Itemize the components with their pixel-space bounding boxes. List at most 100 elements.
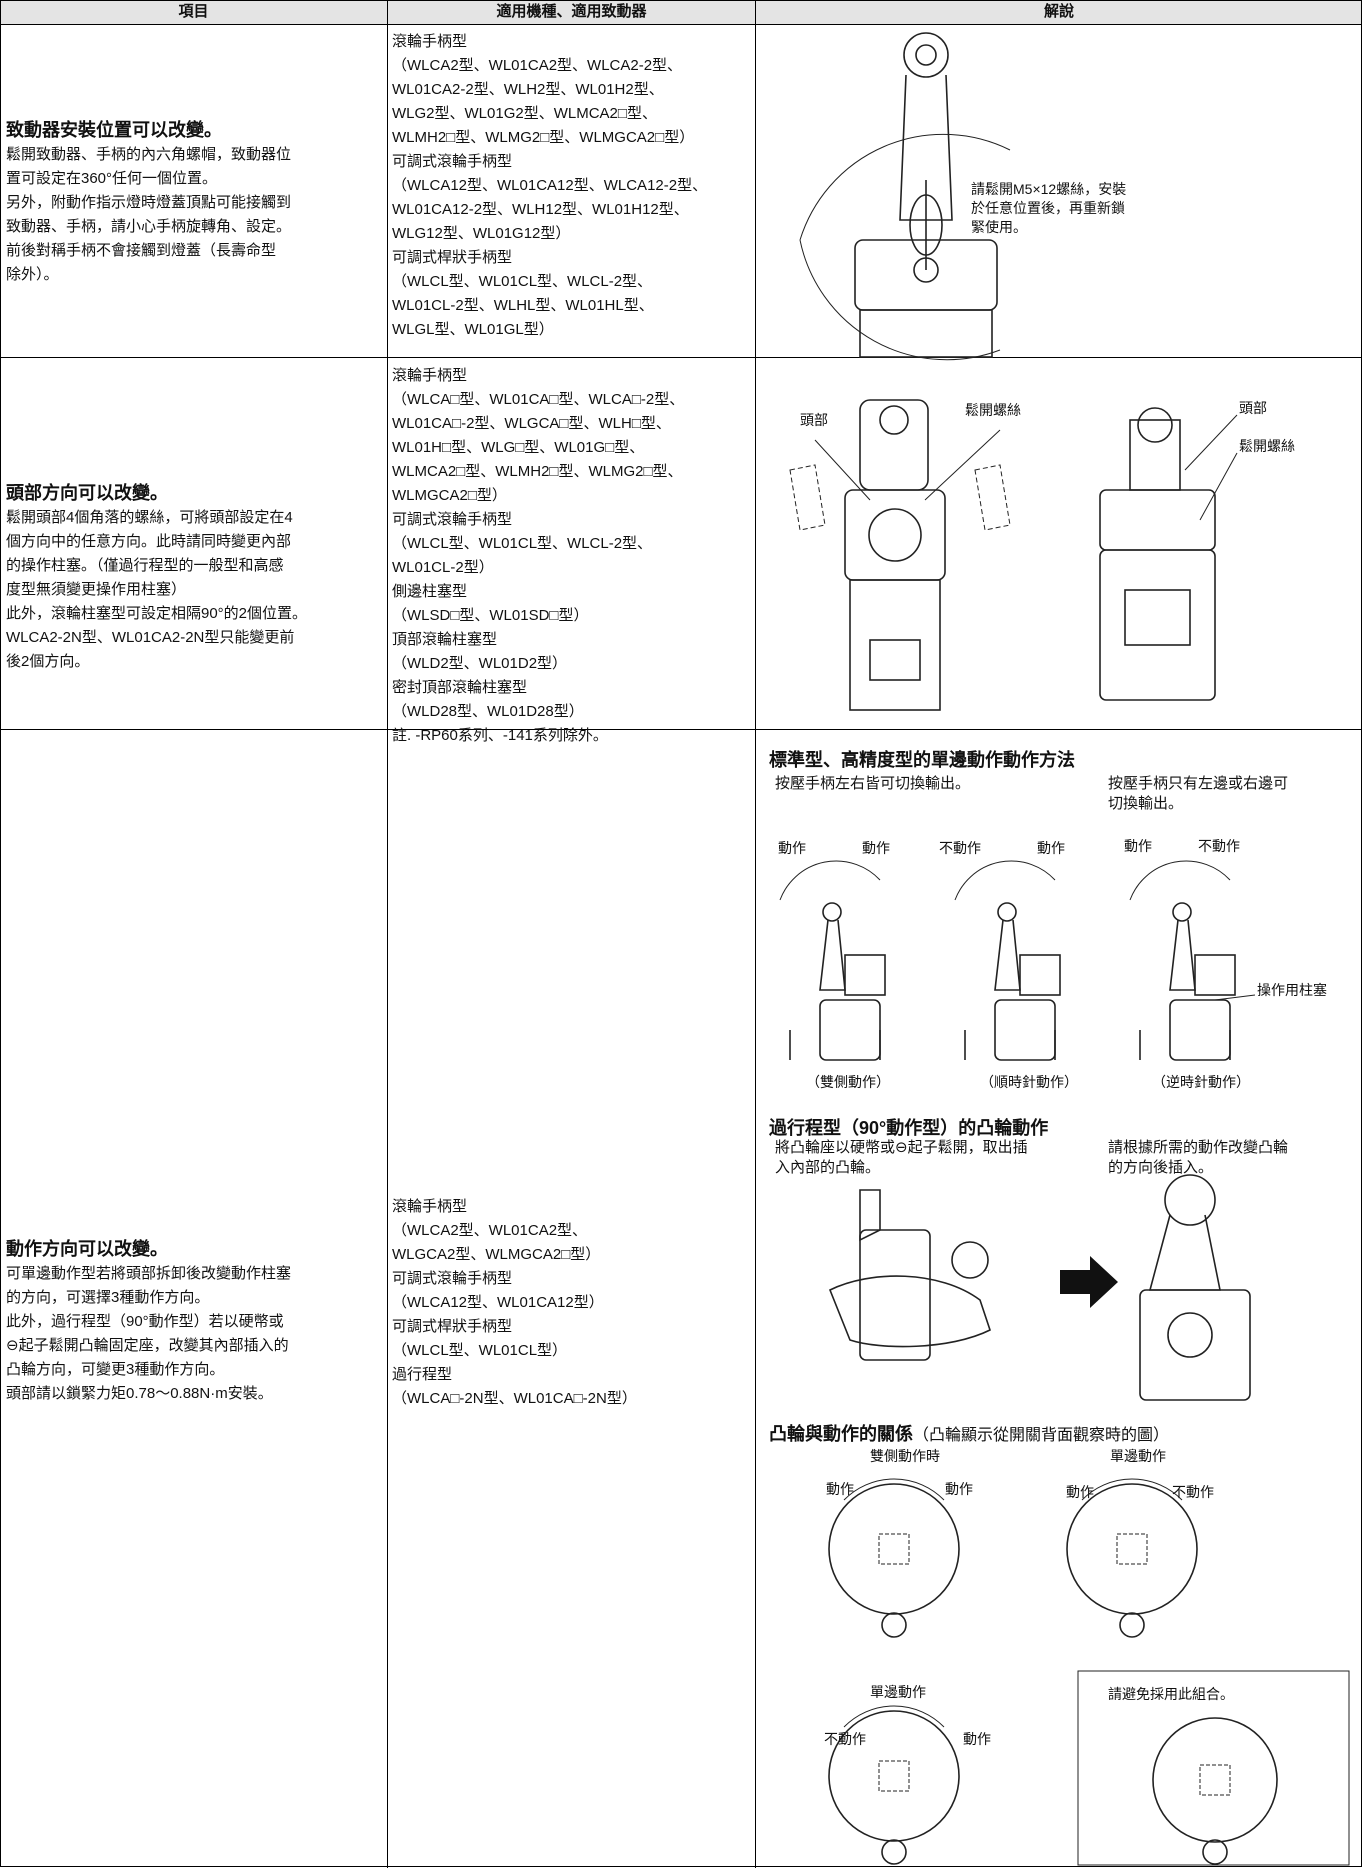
subheading: （凸輪顯示從開關背面觀察時的圖） [913,1427,1170,1444]
heading-text: 凸輪與動作的關係 [769,1424,913,1444]
text-line: WLCA2-2N型、WL01CA2-2N型只能變更前 [6,629,295,646]
text-line: WLMH2□型、WLMG2□型、WLMGCA2□型） [392,129,695,146]
text-line: 除外）。 [6,266,59,283]
header-bg [1,1,1361,24]
text-line: （WLCA12型、WL01CA12型、WLCA12-2型、 [392,177,708,194]
header-cell: 解說 [1043,3,1074,20]
label: 動作 [945,1481,973,1497]
text-line: WL01CA2-2型、WLH2型、WL01H2型、 [392,81,664,98]
note: 請鬆開M5×12螺絲，安裝 於任意位置後，再重新鎖 緊使用。 [971,180,1126,237]
label: 單邊動作 [870,1684,926,1700]
text-line: 此外，過行程型（90°動作型）若以硬幣或 [6,1313,284,1330]
note: 按壓手柄只有左邊或右邊可 切換輸出。 [1108,774,1288,814]
text-line: 可調式滾輪手柄型 [392,511,513,528]
label: 動作 [826,1481,854,1497]
text-line: 此外，滾輪柱塞型可設定相隔90°的2個位置。 [6,605,308,622]
cam-removal-drawing [828,1174,1251,1401]
text-line: 切換輸出。 [1108,795,1184,812]
text-line: 置可設定在360°任何一個位置。 [6,170,218,187]
actuator-drawing [799,32,1011,361]
label: 雙側動作時 [870,1448,940,1464]
note: 按壓手柄左右皆可切換輸出。 [775,774,970,794]
direction-drawings [779,860,1256,1061]
text-line: WL01CA12-2型、WLH12型、WL01H12型、 [392,201,689,218]
text-line: 側邊柱塞型 [392,583,468,600]
text-line: （WLCA12型、WL01CA12型） [392,1294,604,1311]
text-line: 鬆開頭部4個角落的螺絲，可將頭部設定在4 [6,509,293,526]
text-line: WL01CL-2型、WLHL型、WL01HL型、 [392,297,654,314]
text-line: 註. -RP60系列、-141系列除外。 [392,727,608,744]
description: 鬆開頭部4個角落的螺絲，可將頭部設定在4 個方向中的任意方向。此時請同時變更內部的… [6,506,307,674]
label: 不動作 [939,840,981,856]
text-line: （WLD28型、WL01D28型） [392,703,584,720]
header-cell: 適用機種、適用致動器 [496,3,647,20]
text-line: 凸輪方向，可變更3種動作方向。 [6,1361,225,1378]
models: 滾輪手柄型 （WLCA□型、WL01CA□型、WLCA□-2型、 WL01CA□-2… [392,364,684,748]
text-line: 可調式滾輪手柄型 [392,1270,513,1287]
label: 動作 [1066,1484,1094,1500]
label: 動作 [1124,838,1152,854]
text-line: 致動器、手柄，請小心手柄旋轉角、設定。 [6,218,292,235]
text-line: ⊖起子鬆開凸輪固定座，改變其內部插入的 [6,1337,289,1354]
text-line: 可調式滾輪手柄型 [392,153,513,170]
label: 動作 [963,1731,991,1747]
text-line: 頂部滾輪柱塞型 [392,631,498,648]
text-line: 滾輪手柄型 [392,1198,468,1215]
note: 請根據所需的動作改變凸輪 的方向後插入。 [1108,1138,1288,1178]
row-title: 頭部方向可以改變。 [6,483,168,503]
text-line: 的方向，可選擇3種動作方向。 [6,1289,210,1306]
cam-diagrams [828,1478,1350,1866]
label: 鬆開螺絲 [965,402,1021,418]
label: 動作 [862,840,890,856]
text-line: 將凸輪座以硬幣或⊖起子鬆開，取出插 [775,1139,1028,1156]
text-line: WL01CA□-2型、WLGCA□型、WLH□型、 [392,415,671,432]
label: 動作 [778,840,806,856]
text-line: 可調式桿狀手柄型 [392,249,513,266]
label: 單邊動作 [1110,1448,1166,1464]
text-line: 入內部的凸輪。 [775,1159,881,1176]
text-line: （WLCL型、WL01CL型） [392,1342,568,1359]
text-line: 於任意位置後，再重新鎖 [971,200,1125,216]
text-line: 滾輪手柄型 [392,367,468,384]
section-heading: 凸輪與動作的關係（凸輪顯示從開關背面觀察時的圖） [769,1420,1169,1446]
text-line: WLG12型、WL01G12型） [392,225,571,242]
text-line: 頭部請以鎖緊力矩0.78～0.88N·m安裝。 [6,1385,273,1402]
description: 鬆開致動器、手柄的內六角螺帽，致動器位 置可設定在360°任何一個位置。另外，附動… [6,143,291,287]
section-heading: 標準型、高精度型的單邊動作動作方法 [769,750,1075,770]
header-cell: 項目 [178,3,209,20]
text-line: 後2個方向。 [6,653,90,670]
text-line: 另外，附動作指示燈時燈蓋頂點可能接觸到 [6,194,292,211]
text-line: 過行程型 [392,1366,453,1383]
caption: （順時針動作） [980,1074,1078,1090]
text-line: WLGL型、WL01GL型） [392,321,554,338]
note: 將凸輪座以硬幣或⊖起子鬆開，取出插 入內部的凸輪。 [775,1138,1028,1178]
caption: （逆時針動作） [1152,1074,1250,1090]
text-line: 可調式桿狀手柄型 [392,1318,513,1335]
text-line: 按壓手柄只有左邊或右邊可 [1108,775,1289,792]
text-line: 鬆開致動器、手柄的內六角螺帽，致動器位 [6,146,292,163]
text-line: 的操作柱塞。（僅過行程型的一般型和高感 [6,557,284,574]
label: 不動作 [824,1731,866,1747]
text-line: 個方向中的任意方向。此時請同時變更內部 [6,533,292,550]
text-line: 按壓手柄左右皆可切換輸出。 [775,775,971,792]
label: 頭部 [1239,400,1267,416]
models: 滾輪手柄型 （WLCA2型、WL01CA2型、WLCA2-2型、 WL01CA2-2… [392,30,707,342]
text-line: （WLCA2型、WL01CA2型、 [392,1222,588,1239]
label: 動作 [1037,840,1065,856]
text-line: 請鬆開M5×12螺絲，安裝 [971,181,1127,197]
section-heading: 過行程型（90°動作型）的凸輪動作 [769,1118,1049,1138]
text-line: （WLCA□型、WL01CA□型、WLCA□-2型、 [392,391,685,408]
text-line: 緊使用。 [971,219,1027,235]
text-line: WLG2型、WL01G2型、WLMCA2□型、 [392,105,657,122]
label: 請避免採用此組合。 [1108,1686,1234,1702]
text-line: （WLD2型、WL01D2型） [392,655,568,672]
text-line: 請根據所需的動作改變凸輪 [1108,1139,1289,1156]
text-line: 密封頂部滾輪柱塞型 [392,679,528,696]
text-line: WL01H□型、WLG□型、WL01G□型、 [392,439,645,456]
row-title: 致動器安裝位置可以改變。 [6,120,222,140]
caption: （雙側動作） [806,1074,890,1090]
models: 滾輪手柄型 （WLCA2型、WL01CA2型、 WLGCA2型、WLMGCA2□型）… [392,1195,637,1411]
